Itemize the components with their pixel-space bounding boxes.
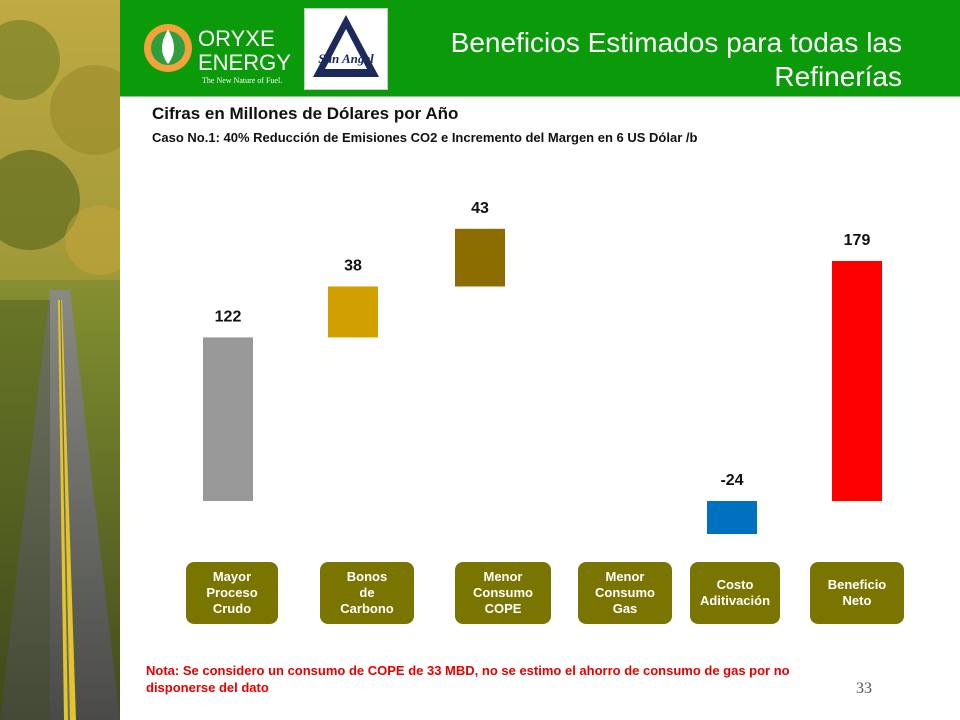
category-label-beneficio-neto: Beneficio Neto — [810, 562, 904, 624]
chart-subtitle: Cifras en Millones de Dólares por Año — [152, 104, 459, 123]
oryxe-energy-logo: ORYXE ENERGY The New Nature of Fuel. — [140, 14, 300, 86]
category-label-bonos-de-carbono: Bonos de Carbono — [320, 562, 414, 624]
logo-oryxe-tagline: The New Nature of Fuel. — [202, 76, 282, 85]
bar-beneficio-neto — [832, 261, 882, 501]
logo-oryxe-name: ORYXE — [198, 26, 275, 51]
page-number: 33 — [856, 680, 872, 697]
footnote: Nota: Se considero un consumo de COPE de… — [146, 663, 790, 695]
case-description: Caso No.1: 40% Reducción de Emisiones CO… — [152, 130, 698, 145]
value-label-menor-consumo-cope: 43 — [471, 200, 489, 217]
value-label-mayor-proceso-crudo: 122 — [215, 308, 242, 325]
bar-bonos-de-carbono — [328, 286, 378, 338]
road-photo — [0, 0, 120, 720]
bar-mayor-proceso-crudo — [203, 337, 253, 501]
logo-sanangel-text: San Angel — [318, 51, 374, 66]
category-label-menor-consumo-cope: Menor Consumo COPE — [455, 562, 551, 624]
logo-oryxe-sub: ENERGY — [198, 50, 291, 75]
category-label-menor-consumo-gas: Menor Consumo Gas — [578, 562, 672, 624]
header-band — [120, 0, 960, 97]
waterfall-chart: 122 38 43 -24 179 — [203, 200, 882, 534]
page-title: Beneficios Estimados para todas las Refi… — [450, 27, 902, 92]
value-label-beneficio-neto: 179 — [844, 232, 871, 249]
value-label-bonos-de-carbono: 38 — [344, 257, 362, 274]
category-label-mayor-proceso-crudo: Mayor Proceso Crudo — [186, 562, 278, 624]
value-label-costo-aditivacion: -24 — [720, 472, 743, 489]
bar-menor-consumo-cope — [455, 228, 505, 287]
category-label-costo-aditivacion: Costo Aditivación — [690, 562, 780, 624]
bar-costo-aditivacion — [707, 501, 757, 534]
san-angel-logo: San Angel — [304, 8, 388, 90]
